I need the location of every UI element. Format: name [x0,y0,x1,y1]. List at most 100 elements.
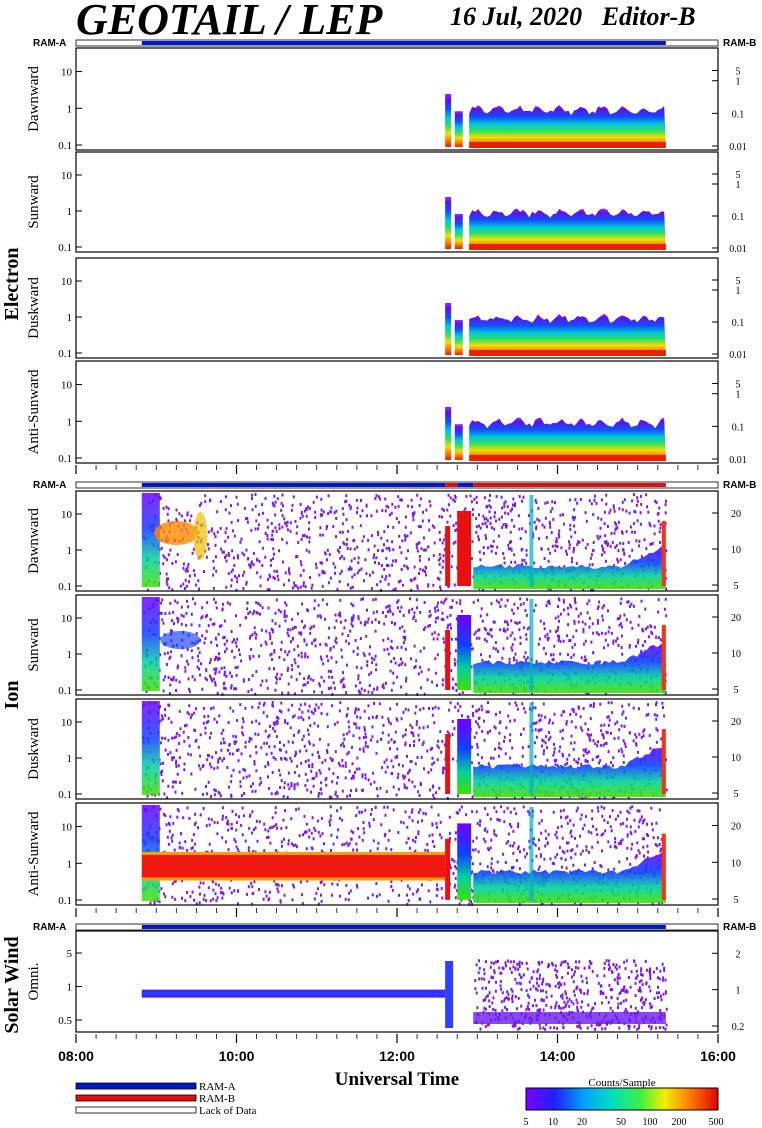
panel-frame [75,594,719,696]
electron-burst [445,406,452,460]
legend-label: RAM-B [199,1093,235,1105]
right-tick-label: 5 [736,276,741,287]
ion-spike [529,495,534,587]
panel-frame [75,490,719,592]
ion-disturbance [457,823,472,900]
left-tick-label: 0.1 [58,789,72,801]
time-tick-label: 10:00 [219,1048,255,1064]
left-tick-label: 0.5 [58,1015,72,1027]
right-tick-label: 0.1 [732,212,745,223]
panel-1-0: Dawnward 0.1 1 10 5 10 20 [26,490,741,593]
solar-wind-speckle [474,959,668,1031]
ion-hot-patch [154,521,199,545]
left-tick-label: 10 [61,509,73,521]
left-tick-label: 1 [67,416,73,428]
ion-plasma-band [473,641,666,693]
colorbar-tick-label: 5 [524,1117,529,1128]
solar-wind-low-band [473,1012,666,1024]
panel-1-3: Anti-Sunward 0.1 1 10 5 10 20 [26,802,741,907]
right-tick-label: 10 [731,545,741,556]
ram-a-label: RAM-A [33,480,66,491]
ram-b-label: RAM-B [723,922,756,933]
left-tick-label: 1 [67,649,73,661]
ion-beam-edge [141,851,446,855]
left-tick-label: 10 [61,717,73,729]
time-tick-label: 12:00 [379,1048,415,1064]
ion-edge [661,833,666,900]
panel-label: Dawnward [26,66,42,132]
solar-wind-burst [445,961,454,1028]
left-tick-label: 10 [61,822,73,834]
electron-spectrum-band [469,208,666,250]
electron-spectrum-band [469,417,666,461]
panel-label: Sunward [26,618,42,672]
ion-patch [160,631,201,649]
right-tick-label: 0.01 [729,142,747,153]
x-axis-label: Universal Time [335,1069,459,1090]
ion-plasma-band [473,851,666,903]
right-tick-label: 0.01 [729,350,747,361]
ion-disturbance [445,630,451,690]
ion-early-population [141,701,160,795]
ion-early-population [141,597,160,691]
ion-disturbance [445,526,451,586]
ram-b-label: RAM-B [723,38,756,49]
electron-spectrum-band [469,313,666,356]
left-tick-label: 0.1 [58,581,72,593]
colorbar-tick-label: 500 [709,1117,724,1128]
left-tick-label: 0.1 [58,685,72,697]
group-label-solar-wind: Solar Wind [1,936,23,1033]
right-tick-label: 0.01 [729,455,747,466]
left-tick-label: 1 [67,753,73,765]
right-tick-label: 20 [731,509,741,520]
right-tick-label: 1 [736,286,741,297]
colorbar-tick-label: 50 [616,1117,626,1128]
left-tick-label: 10 [61,67,73,79]
colorbar-title: Counts/Sample [588,1077,655,1089]
right-tick-label: 2 [736,949,741,960]
right-tick-label: 5 [736,170,741,181]
electron-burst [445,303,452,355]
panel-label: Sunward [26,175,42,229]
right-tick-label: 20 [731,613,741,624]
right-tick-label: 1 [736,390,741,401]
panel-frame [75,360,719,464]
ion-disturbance [445,734,451,794]
ram-status-segment [457,483,474,487]
left-tick-label: 0.1 [58,242,72,254]
left-tick-label: 1 [67,206,73,218]
ion-edge [661,729,666,794]
electron-burst [445,197,452,249]
panel-frame [75,151,719,253]
panel-label: Duskward [26,277,42,339]
electron-high-count-band [469,455,666,461]
editor-label: Editor-B [601,2,696,31]
time-tick-label: 16:00 [700,1048,736,1064]
colorbar [525,1087,719,1111]
left-tick-label: 0.1 [58,348,72,360]
right-tick-label: 0.2 [732,1022,745,1033]
right-tick-label: 10 [731,649,741,660]
ram-status-segment [141,925,666,929]
right-tick-label: 1 [736,180,741,191]
ion-disturbance [445,838,451,900]
legend-label: RAM-A [199,1081,236,1093]
ion-beam-edge [141,877,446,881]
ion-plasma-band [473,744,666,797]
right-tick-label: 0.1 [732,109,745,120]
electron-burst [454,320,463,355]
ion-disturbance [457,511,472,586]
right-tick-label: 5 [734,789,739,800]
left-tick-label: 10 [61,170,73,182]
left-tick-label: 1 [67,982,73,994]
ion-early-population [141,493,160,587]
right-tick-label: 20 [731,717,741,728]
panel-frame [75,47,719,151]
left-tick-label: 0.1 [58,140,72,152]
right-tick-label: 5 [734,581,739,592]
colorbar-tick-label: 20 [577,1117,587,1128]
electron-high-count-band [469,244,666,250]
right-tick-label: 5 [734,685,739,696]
